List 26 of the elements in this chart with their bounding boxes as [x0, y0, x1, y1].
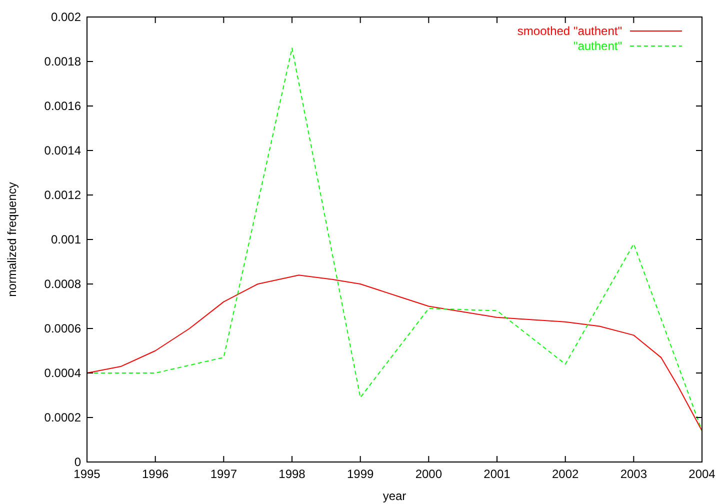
y-tick-label: 0.0014 [44, 144, 82, 158]
x-tick-label: 1997 [210, 467, 238, 481]
y-tick-label: 0.0016 [44, 99, 82, 113]
y-axis-title: normalized frequency [5, 182, 19, 297]
legend-label: smoothed "authent" [517, 24, 622, 38]
x-tick-label: 2003 [620, 467, 648, 481]
x-tick-label: 2000 [415, 467, 442, 481]
line-series [86, 274, 702, 432]
x-axis-title: year [382, 489, 406, 503]
y-tick-label: 0.001 [50, 232, 82, 246]
y-tick-label: 0.0002 [44, 410, 82, 424]
y-tick-label: 0.002 [50, 10, 82, 24]
x-tick-label: 2001 [484, 467, 511, 481]
y-tick-label: 0 [74, 455, 82, 469]
x-tick-label: 1995 [74, 467, 101, 481]
y-tick-label: 0.0012 [44, 188, 82, 202]
x-tick-label: 1996 [142, 467, 170, 481]
y-tick-label: 0.0008 [44, 277, 82, 291]
x-tick-label: 1999 [346, 467, 374, 481]
y-tick-label: 0.0006 [44, 322, 82, 336]
x-tick-label: 1998 [278, 467, 306, 481]
legend-label: "authent" [573, 39, 622, 53]
y-tick-label: 0.0018 [44, 54, 82, 68]
x-tick-label: 2002 [552, 467, 580, 481]
y-tick-label: 0.0004 [44, 366, 82, 380]
x-tick-label: 2004 [688, 467, 716, 481]
